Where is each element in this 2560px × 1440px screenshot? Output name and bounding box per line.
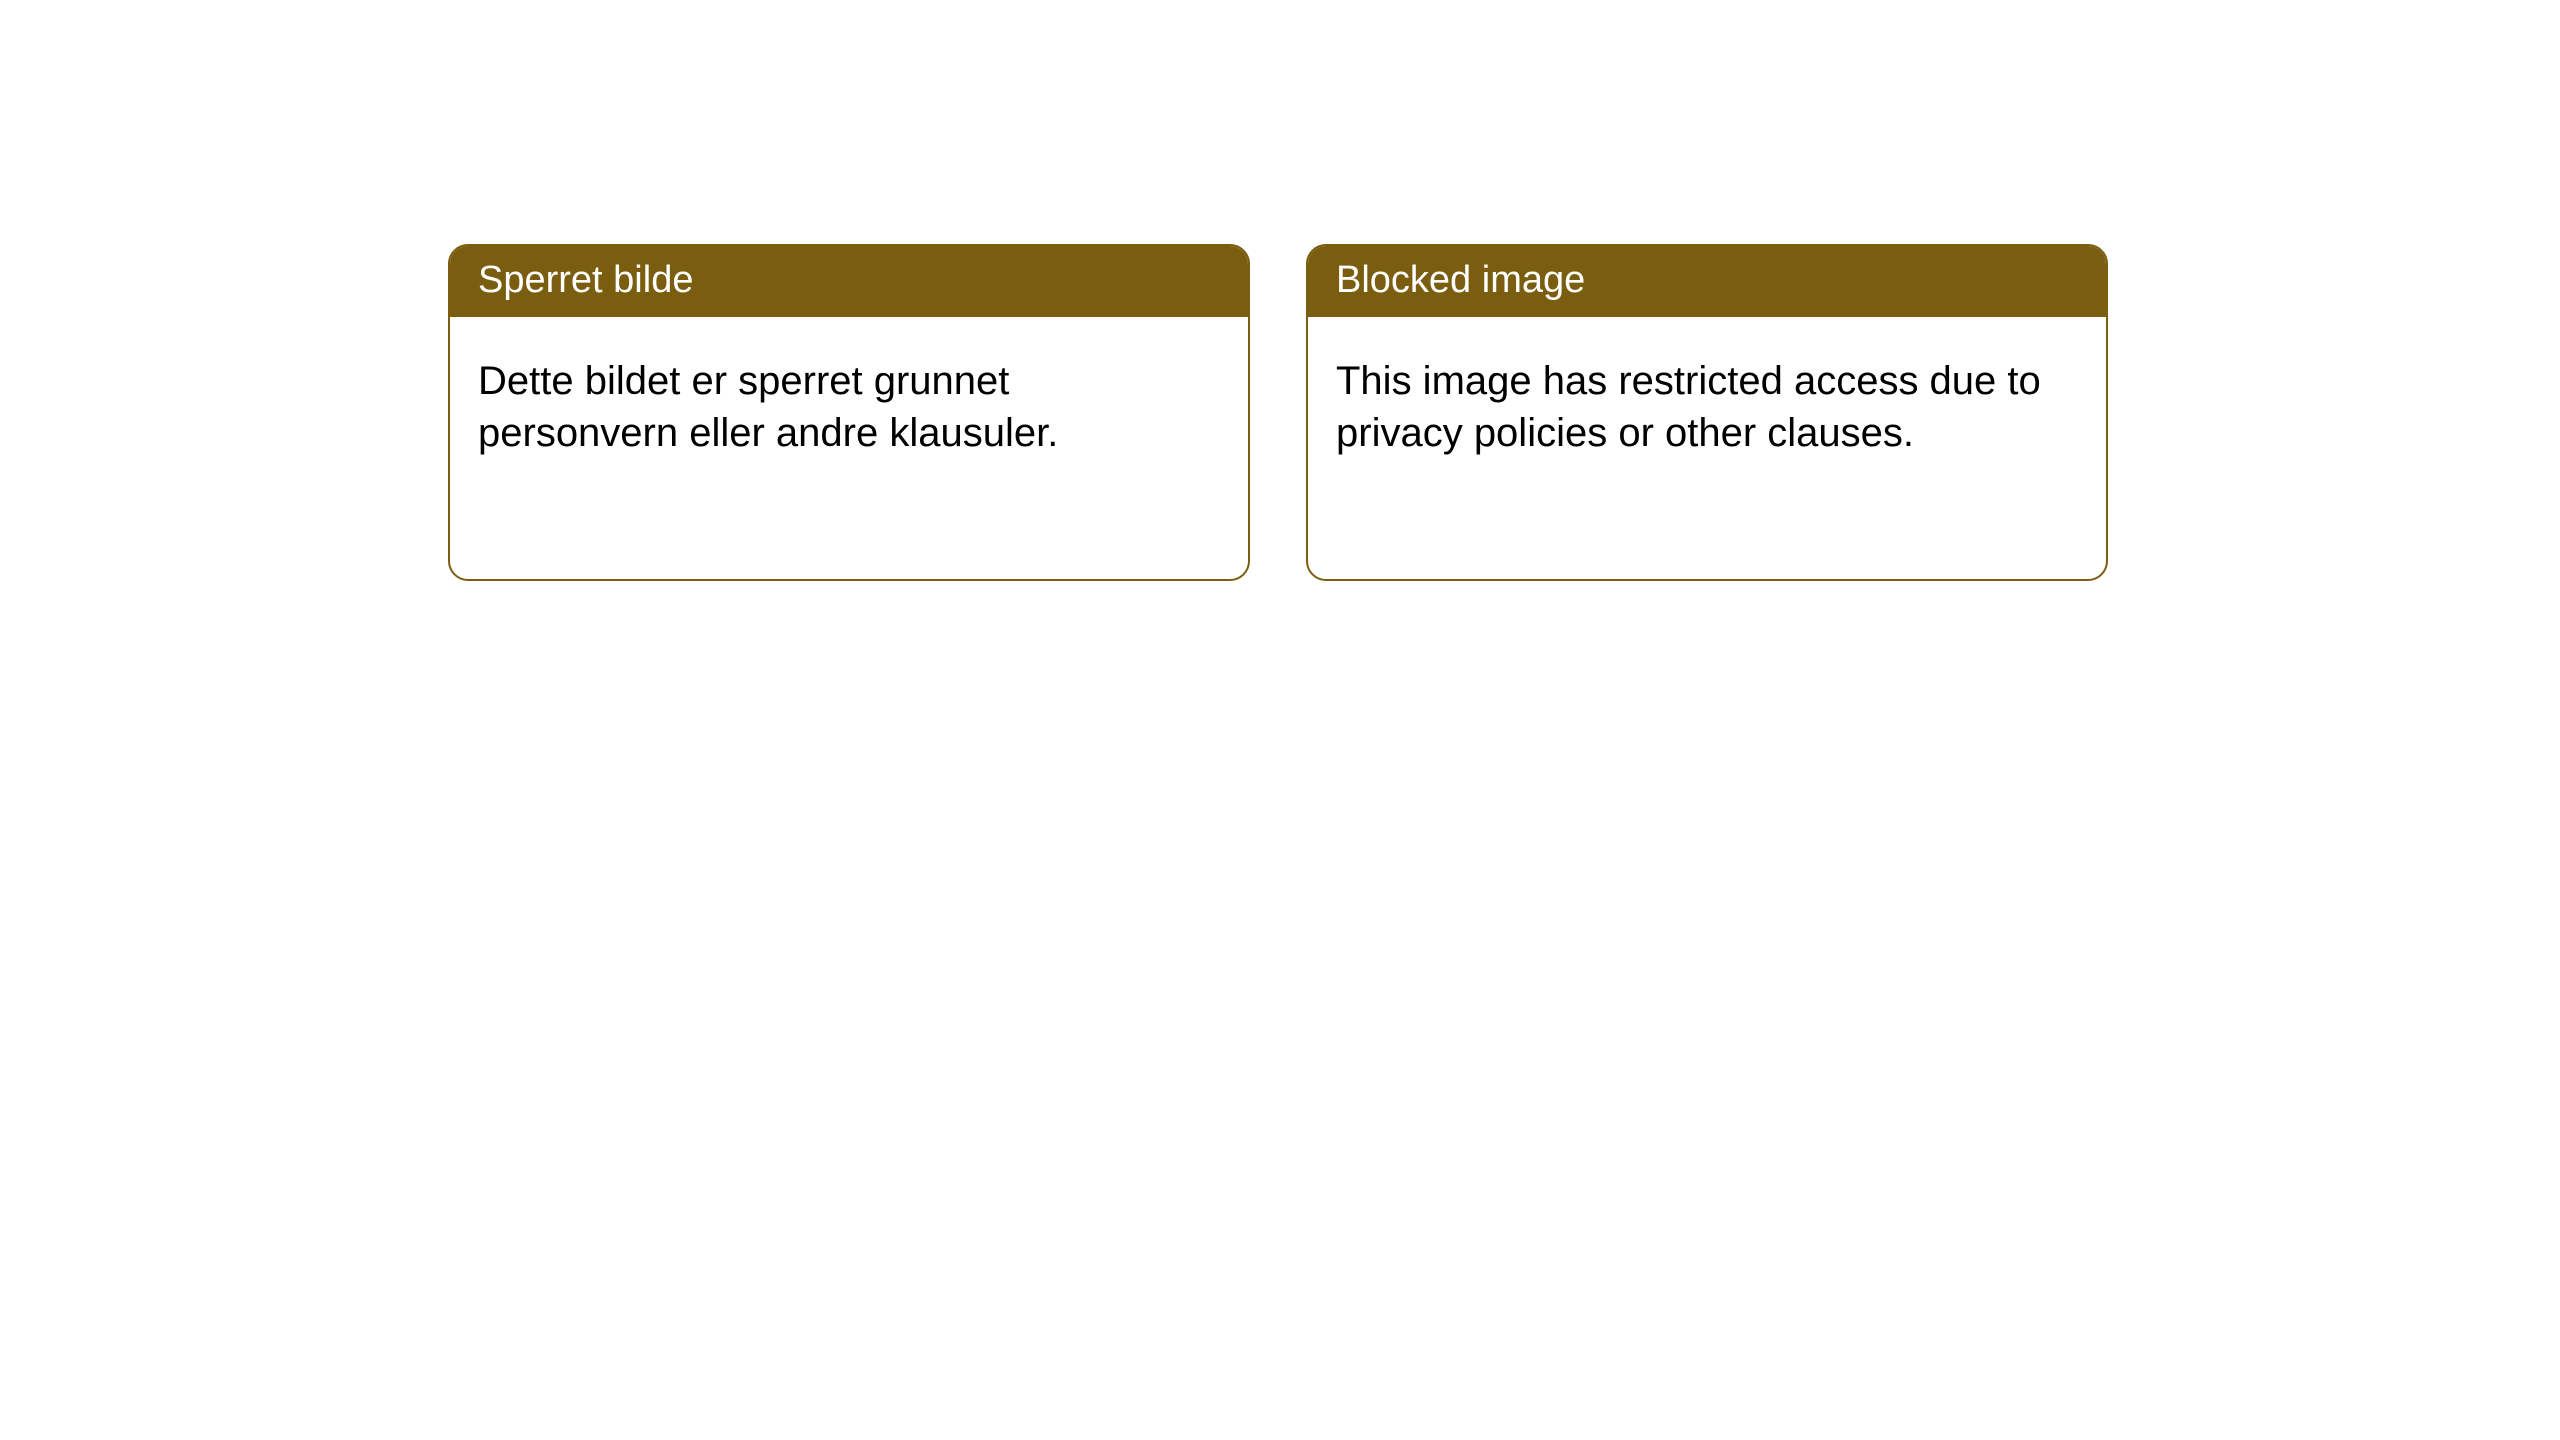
blocked-image-card-no: Sperret bilde Dette bildet er sperret gr…	[448, 244, 1250, 581]
blocked-image-card-en: Blocked image This image has restricted …	[1306, 244, 2108, 581]
card-header-en: Blocked image	[1308, 246, 2106, 317]
card-header-no: Sperret bilde	[450, 246, 1248, 317]
card-body-no: Dette bildet er sperret grunnet personve…	[450, 317, 1248, 497]
card-body-en: This image has restricted access due to …	[1308, 317, 2106, 497]
cards-container: Sperret bilde Dette bildet er sperret gr…	[0, 0, 2560, 581]
